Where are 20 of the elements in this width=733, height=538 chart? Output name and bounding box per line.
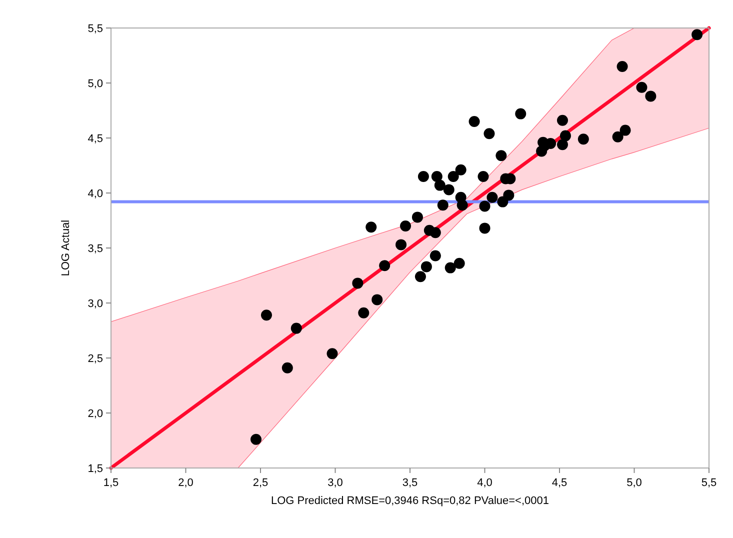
y-tick-label: 3,0 xyxy=(88,298,103,310)
y-tick-label: 5,0 xyxy=(88,78,103,90)
x-tick-label: 4,0 xyxy=(477,477,492,489)
x-tick-label: 2,5 xyxy=(252,477,268,489)
y-tick-label: 3,5 xyxy=(88,243,103,255)
y-tick-label: 5,5 xyxy=(88,23,103,35)
y-tick-label: 1,5 xyxy=(88,463,103,475)
x-tick-label: 1,5 xyxy=(103,477,119,489)
y-axis-title: LOG Actual xyxy=(60,220,72,276)
x-tick-label: 4,5 xyxy=(552,477,568,489)
y-tick-label: 2,5 xyxy=(88,353,103,365)
x-tick-label: 3,5 xyxy=(402,477,418,489)
x-tick-label: 5,0 xyxy=(626,477,642,489)
x-tick-label: 3,0 xyxy=(328,477,343,489)
x-tick-label: 2,0 xyxy=(178,477,194,489)
x-axis-title: LOG Predicted RMSE=0,3946 RSq=0,82 PValue=<,0001 xyxy=(270,495,550,507)
y-tick-label: 2,0 xyxy=(88,408,103,420)
y-tick-label: 4,0 xyxy=(88,188,103,200)
x-tick-label: 5,5 xyxy=(701,477,717,489)
y-tick-label: 4,5 xyxy=(88,133,103,145)
